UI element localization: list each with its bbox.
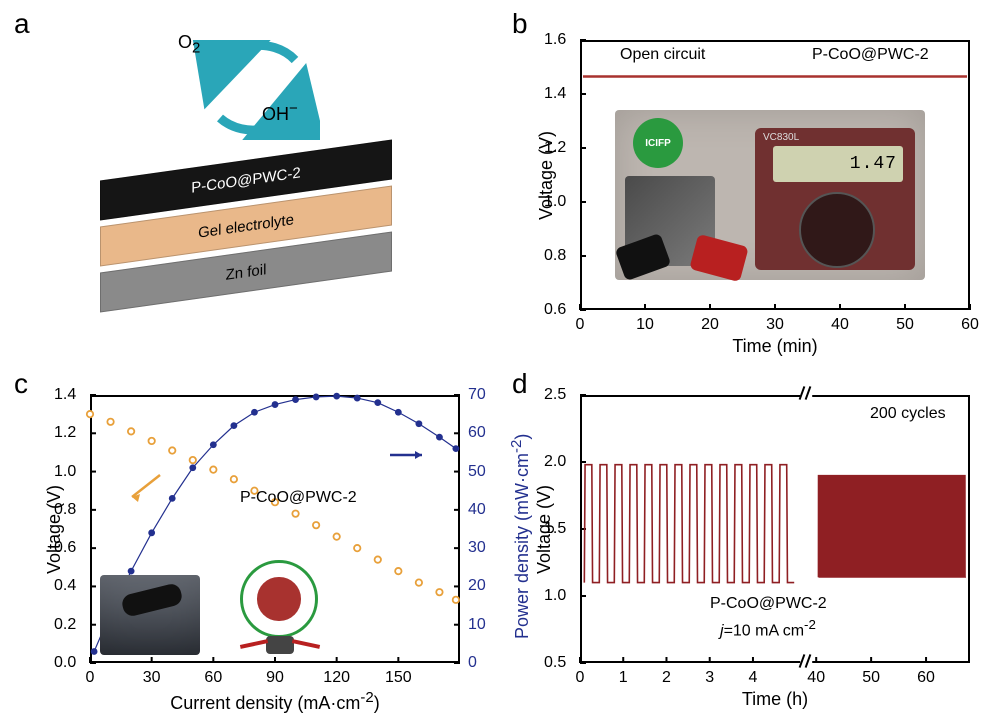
chart-c-ytick: 0.2 (54, 616, 76, 634)
chart-d-ylabel: Voltage (V) (534, 485, 555, 574)
chart-c-xtick: 150 (385, 669, 412, 687)
chart-c-xtick: 30 (143, 669, 161, 687)
chart-c-ytick: 0.0 (54, 654, 76, 672)
chart-c-ytick: 1.0 (54, 463, 76, 481)
figure-root: a P-CoO@PWC-2 Gel electrolyte Zn foil co… (0, 0, 1000, 723)
chart-b-xtick: 10 (636, 316, 654, 334)
chart-d-xtick: 50 (862, 669, 880, 687)
chart-b-xtick: 20 (701, 316, 719, 334)
chart-b-xtick: 40 (831, 316, 849, 334)
chart-c-xtick: 0 (86, 669, 95, 687)
chart-d-xtick: 2 (662, 669, 671, 687)
chart-c-ytick: 1.2 (54, 424, 76, 442)
chart-d-ytick: 1.0 (544, 587, 566, 605)
chart-d-plot (0, 0, 1000, 723)
chart-b-ylabel: Voltage (V) (536, 131, 557, 220)
chart-c-y2tick: 0 (468, 654, 477, 672)
chart-d-xlabel: Time (h) (730, 689, 820, 710)
chart-c-y2tick: 70 (468, 386, 486, 404)
chart-d-xtick: 60 (917, 669, 935, 687)
chart-d-xtick: 3 (705, 669, 714, 687)
chart-c-annot: P-CoO@PWC-2 (240, 489, 357, 507)
chart-d-xtick: 0 (576, 669, 585, 687)
chart-b-xtick: 50 (896, 316, 914, 334)
chart-b-ytick: 0.8 (544, 247, 566, 265)
axis-break-icon (799, 386, 813, 404)
chart-b-xtick: 0 (576, 316, 585, 334)
chart-d-annot-j: j=10 mA cm-2 (720, 617, 816, 640)
chart-b-ytick: 0.6 (544, 301, 566, 319)
chart-c-ytick: 0.4 (54, 577, 76, 595)
chart-c-y2tick: 50 (468, 463, 486, 481)
chart-c-ytick: 1.4 (54, 386, 76, 404)
axis-break-icon (799, 654, 813, 672)
chart-b-xtick: 30 (766, 316, 784, 334)
chart-b-ytick: 1.4 (544, 85, 566, 103)
chart-d-annot-cycles: 200 cycles (870, 405, 946, 423)
chart-c-y2tick: 30 (468, 539, 486, 557)
chart-d-xtick: 4 (749, 669, 758, 687)
chart-d-ytick: 0.5 (544, 654, 566, 672)
chart-b-annot-left: Open circuit (620, 46, 705, 64)
chart-b-annot-right: P-CoO@PWC-2 (812, 46, 929, 64)
chart-b-ytick: 1.6 (544, 31, 566, 49)
chart-c-xlabel: Current density (mA·cm-2) (155, 689, 395, 714)
chart-c-xtick: 90 (266, 669, 284, 687)
chart-d-ytick: 2.5 (544, 386, 566, 404)
chart-c-xtick: 60 (204, 669, 222, 687)
chart-c-y2tick: 60 (468, 424, 486, 442)
chart-c-y2label: Power density (mW·cm-2) (508, 434, 533, 639)
chart-d-xtick: 1 (619, 669, 628, 687)
chart-c-xtick: 120 (323, 669, 350, 687)
chart-c-y2tick: 20 (468, 577, 486, 595)
chart-c-y2tick: 40 (468, 501, 486, 519)
chart-d-ytick: 2.0 (544, 453, 566, 471)
chart-b-xtick: 60 (961, 316, 979, 334)
chart-d-annot-sample: P-CoO@PWC-2 (710, 595, 827, 613)
chart-c-ylabel: Voltage (V) (44, 485, 65, 574)
chart-b-xlabel: Time (min) (725, 336, 825, 357)
chart-c-y2tick: 10 (468, 616, 486, 634)
